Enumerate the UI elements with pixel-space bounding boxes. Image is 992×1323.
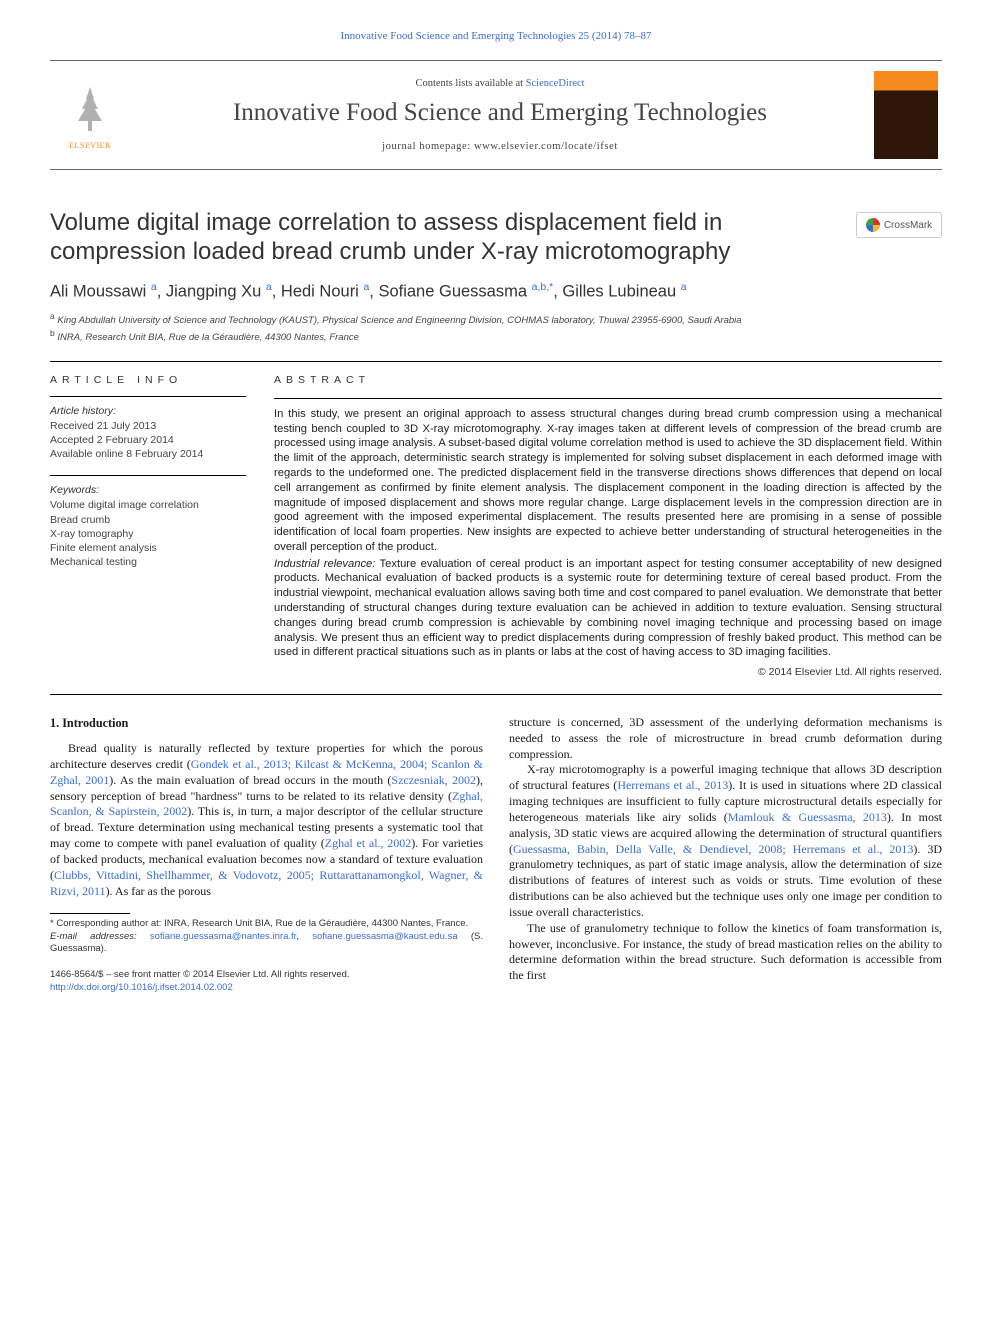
citation-link[interactable]: Herremans et al., 2013	[617, 778, 728, 792]
abstract-column: abstract In this study, we present an or…	[274, 374, 942, 680]
rule-top	[50, 361, 942, 362]
article-title: Volume digital image correlation to asse…	[50, 208, 840, 267]
homepage-label: journal homepage:	[382, 141, 474, 152]
sciencedirect-link[interactable]: ScienceDirect	[526, 78, 585, 89]
industrial-relevance-lead: Industrial relevance:	[274, 558, 375, 570]
abs-rule	[274, 398, 942, 399]
affiliation-b: b INRA, Research Unit BIA, Rue de la Gér…	[50, 328, 942, 345]
homepage-url[interactable]: www.elsevier.com/locate/ifset	[474, 141, 618, 152]
right-column: structure is concerned, 3D assessment of…	[509, 715, 942, 994]
info-rule	[50, 396, 246, 397]
article-info-heading: article info	[50, 374, 246, 386]
history-accepted: Accepted 2 February 2014	[50, 433, 246, 447]
footnote-rule	[50, 913, 130, 914]
industrial-relevance-body: Texture evaluation of cereal product is …	[274, 558, 942, 659]
cover-thumb-icon	[874, 71, 938, 159]
header-center: Contents lists available at ScienceDirec…	[130, 61, 870, 169]
email-link[interactable]: sofiane.guessasma@nantes.inra.fr	[150, 931, 296, 942]
abstract-copyright: © 2014 Elsevier Ltd. All rights reserved…	[274, 666, 942, 680]
left-column: 1. Introduction Bread quality is natural…	[50, 715, 483, 994]
article-info-column: article info Article history: Received 2…	[50, 374, 246, 680]
rule-bottom	[50, 694, 942, 695]
journal-cover	[870, 61, 942, 169]
section-heading: 1. Introduction	[50, 715, 483, 731]
citation-link[interactable]: Zghal et al., 2002	[325, 836, 411, 850]
journal-citation-link[interactable]: Innovative Food Science and Emerging Tec…	[340, 30, 651, 42]
citation-link[interactable]: Guessasma, Babin, Della Valle, & Dendiev…	[513, 842, 913, 856]
info-rule2	[50, 475, 246, 476]
affiliation-a: a King Abdullah University of Science an…	[50, 311, 942, 328]
history-received: Received 21 July 2013	[50, 419, 246, 433]
abstract-heading: abstract	[274, 374, 942, 388]
email-link[interactable]: sofiane.guessasma@kaust.edu.sa	[312, 931, 457, 942]
intro-p3: The use of granulometry technique to fol…	[509, 921, 942, 984]
citation-link[interactable]: Mamlouk & Guessasma, 2013	[728, 810, 887, 824]
elsevier-wordmark: ELSEVIER	[69, 141, 111, 150]
keyword: Finite element analysis	[50, 541, 246, 555]
crossmark-badge[interactable]: CrossMark	[856, 212, 942, 238]
crossmark-icon	[866, 218, 880, 232]
keywords-label: Keywords:	[50, 484, 246, 496]
journal-header: ELSEVIER Contents lists available at Sci…	[50, 60, 942, 170]
corresponding-author: * Corresponding author at: INRA, Researc…	[50, 918, 483, 930]
history-label: Article history:	[50, 405, 246, 417]
keyword: Volume digital image correlation	[50, 498, 246, 512]
author-list: Ali Moussawi a, Jiangping Xu a, Hedi Nou…	[50, 281, 942, 302]
intro-p2: X-ray microtomography is a powerful imag…	[509, 762, 942, 920]
email-footnote: E-mail addresses: sofiane.guessasma@nant…	[50, 931, 483, 956]
affiliations: a King Abdullah University of Science an…	[50, 311, 942, 345]
citation-link[interactable]: Szczesniak, 2002	[391, 773, 476, 787]
elsevier-logo: ELSEVIER	[50, 61, 130, 169]
body-columns: 1. Introduction Bread quality is natural…	[50, 715, 942, 994]
keyword: X-ray tomography	[50, 527, 246, 541]
front-matter: 1466-8564/$ – see front matter © 2014 El…	[50, 969, 483, 994]
crossmark-label: CrossMark	[884, 220, 932, 231]
contents-line: Contents lists available at ScienceDirec…	[415, 78, 584, 89]
journal-homepage: journal homepage: www.elsevier.com/locat…	[382, 141, 618, 152]
contents-prefix: Contents lists available at	[415, 78, 525, 89]
email-label: E-mail addresses:	[50, 931, 150, 942]
intro-p1-cont: structure is concerned, 3D assessment of…	[509, 715, 942, 762]
keyword: Bread crumb	[50, 513, 246, 527]
top-journal-link[interactable]: Innovative Food Science and Emerging Tec…	[50, 30, 942, 42]
intro-p1: Bread quality is naturally reflected by …	[50, 741, 483, 899]
keyword: Mechanical testing	[50, 555, 246, 569]
abstract-p2: Industrial relevance: Texture evaluation…	[274, 557, 942, 660]
elsevier-tree-icon: ELSEVIER	[58, 71, 122, 159]
doi-link[interactable]: http://dx.doi.org/10.1016/j.ifset.2014.0…	[50, 982, 233, 993]
journal-name: Innovative Food Science and Emerging Tec…	[233, 99, 767, 127]
history-online: Available online 8 February 2014	[50, 447, 246, 461]
abstract-p1: In this study, we present an original ap…	[274, 407, 942, 555]
copyright-line: 1466-8564/$ – see front matter © 2014 El…	[50, 969, 483, 982]
